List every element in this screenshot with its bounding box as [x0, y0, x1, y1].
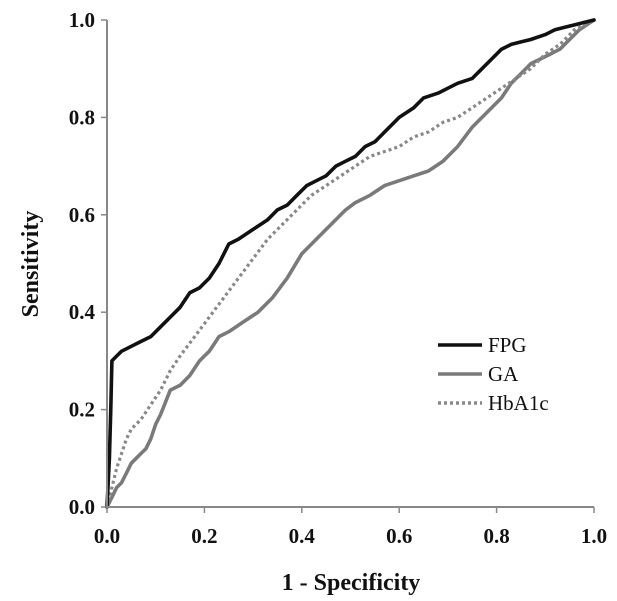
axes	[106, 20, 594, 508]
series-line-hba1c	[105, 18, 595, 508]
plot-area	[105, 18, 596, 509]
x-tick-label: 0.2	[191, 524, 217, 548]
x-tick-labels: 0.0 0.2 0.4 0.6 0.8 1.0	[94, 507, 607, 548]
y-tick-label: 0.2	[69, 398, 95, 422]
x-axis-title: 1 - Specificity	[282, 570, 421, 596]
legend: FPG GA HbA1c	[438, 333, 549, 415]
y-tick-label: 0.0	[69, 495, 95, 519]
y-tick-labels: 0.0 0.2 0.4 0.6 0.8 1.0	[69, 8, 107, 519]
y-axis-title: Sensitivity	[18, 211, 44, 318]
y-tick-label: 0.8	[69, 105, 95, 129]
y-tick-label: 0.6	[69, 203, 95, 227]
y-tick-label: 0.4	[69, 300, 96, 324]
y-tick-label: 1.0	[69, 8, 95, 32]
x-tick-label: 1.0	[581, 524, 607, 548]
x-tick-label: 0.8	[483, 524, 509, 548]
legend-label-ga: GA	[488, 362, 519, 386]
x-tick-label: 0.6	[386, 524, 412, 548]
x-tick-label: 0.4	[289, 524, 316, 548]
x-tick-label: 0.0	[94, 524, 120, 548]
series-line-fpg	[105, 18, 596, 509]
legend-label-fpg: FPG	[488, 333, 527, 357]
legend-label-hba1c: HbA1c	[488, 391, 549, 415]
